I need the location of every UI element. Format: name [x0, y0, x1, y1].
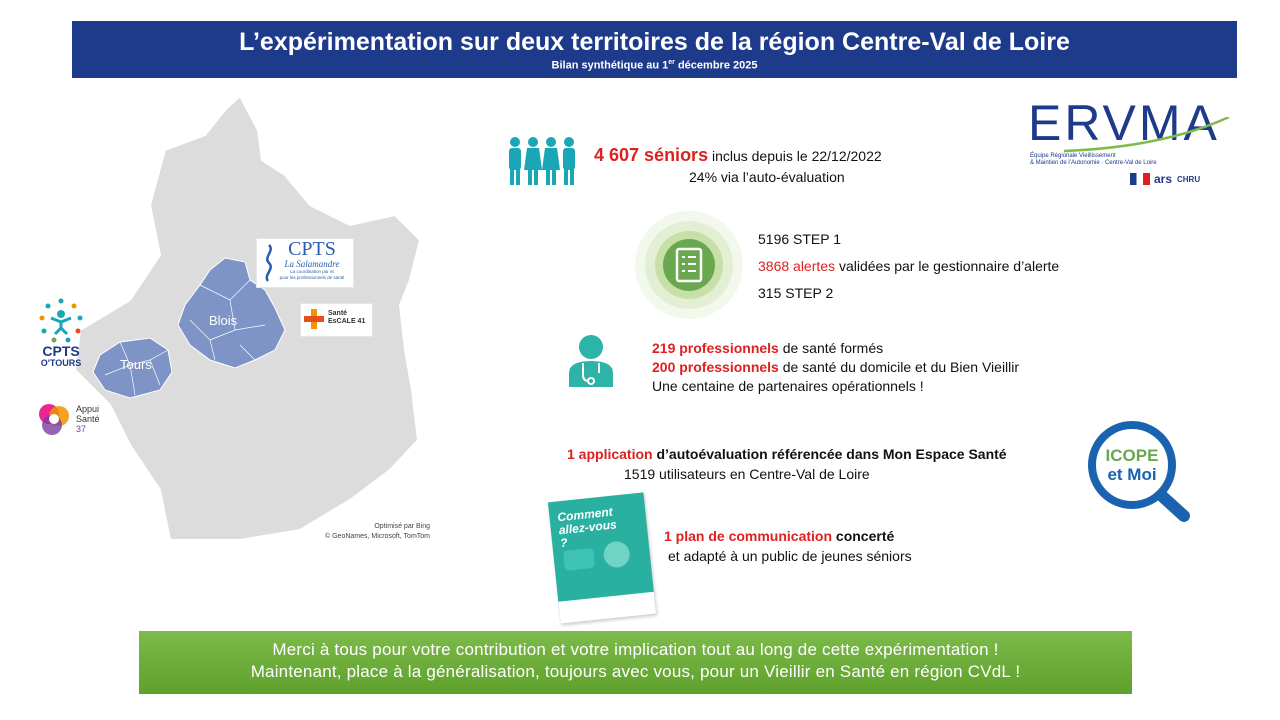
appui-swirl-icon: [39, 404, 69, 435]
professionals-text-1: de santé formés: [778, 340, 884, 356]
application-line1: 1 application d’autoévaluation référencé…: [567, 445, 1007, 463]
subtitle-suffix: décembre 2025: [674, 59, 758, 72]
person-circle-icon: [39, 298, 83, 343]
alerts-stat: 3868 alertes validées par le gestionnair…: [758, 257, 1059, 275]
icope-logo: ICOPE et Moi: [1086, 420, 1190, 522]
communication-line2: et adapté à un public de jeunes séniors: [668, 548, 912, 564]
icope-line2: et Moi: [1107, 465, 1157, 484]
ervma-line1: Équipe Régionale Vieillissement: [1030, 153, 1116, 159]
icope-text: ICOPE et Moi: [1086, 446, 1178, 484]
professionals-line3: Une centaine de partenaires opérationnel…: [652, 378, 924, 394]
seniors-stat-line1: 4 607 séniors inclus depuis le 22/12/202…: [594, 146, 882, 165]
subtitle-sup: er: [668, 59, 675, 66]
map-credit: Optimisé par Bing © GeoNames, Microsoft,…: [318, 522, 430, 542]
cpts-salamandre-logo: CPTS La Salamandre La coordination par e…: [256, 238, 354, 288]
territory-borders: [104, 279, 266, 396]
health-professional-icon: [569, 335, 613, 387]
professionals-text-2: de santé du domicile et du Bien Vieillir: [778, 359, 1020, 375]
ervma-swoosh-icon: [1064, 117, 1230, 153]
brochure-image: Comment allez-vous ?: [547, 492, 657, 624]
professionals-line2: 200 professionnels de santé du domicile …: [652, 358, 1019, 376]
appui-sante-line3: 37: [76, 424, 87, 434]
page-title: L’expérimentation sur deux territoires d…: [239, 28, 1070, 56]
sante-escale-logo: Santé EsCALE 41: [300, 303, 373, 337]
page-header: L’expérimentation sur deux territoires d…: [72, 21, 1237, 78]
republique-flag-icon: [1130, 173, 1150, 185]
ervma-logo: ERVMA Équipe Régionale Vieillissement & …: [1024, 95, 1234, 195]
seniors-text: inclus depuis le 22/12/2022: [708, 148, 882, 164]
cpts-salamandre-line2: pour les professionnels de santé: [279, 275, 345, 280]
page-subtitle: Bilan synthétique au 1er décembre 2025: [72, 56, 1237, 73]
communication-line1: 1 plan de communication concerté: [664, 527, 894, 545]
appui-sante-line2: Santé: [76, 414, 100, 424]
seniors-stat-line2: 24% via l’auto-évaluation: [689, 169, 845, 185]
communication-number: 1 plan de communication: [664, 528, 833, 544]
cpts-salamandre-line1: La coordination par et: [290, 269, 334, 274]
ervma-partner-ars: ars: [1154, 172, 1173, 186]
brochure-graphic-circle: [602, 540, 631, 569]
step2-stat: 315 STEP 2: [758, 285, 834, 301]
thanks-banner: Merci à tous pour votre contribution et …: [139, 631, 1132, 694]
cpts-otours-line2: O'TOURS: [40, 358, 82, 368]
cpts-salamandre-script: La Salamandre: [284, 259, 340, 269]
cross-icon: [304, 309, 324, 329]
professionals-line1: 219 professionnels de santé formés: [652, 339, 883, 357]
map-credit-line1: Optimisé par Bing: [374, 523, 430, 530]
professionals-number-1: 219 professionnels: [652, 340, 779, 356]
thanks-line1: Merci à tous pour votre contribution et …: [272, 640, 999, 659]
territory-tours: [92, 337, 173, 399]
application-line2: 1519 utilisateurs en Centre-Val de Loire: [624, 466, 870, 482]
appui-sante-line1: Appui: [76, 404, 100, 414]
cpts-salamandre-title: CPTS: [288, 238, 336, 260]
appui-sante-logo: Appui Santé 37: [35, 400, 115, 440]
magnifier-icon: [1088, 421, 1190, 522]
seniors-number: 4 607 séniors: [594, 145, 709, 165]
step1-stat: 5196 STEP 1: [758, 231, 842, 247]
application-text: d’autoévaluation référencée dans Mon Esp…: [652, 446, 1007, 462]
ervma-partner-chru: CHRU: [1177, 175, 1201, 184]
brochure-graphic: [563, 547, 595, 571]
map-credit-line2: © GeoNames, Microsoft, TomTom: [325, 533, 430, 540]
checklist-circle-icon: [635, 211, 743, 319]
thanks-line2: Maintenant, place à la généralisation, t…: [250, 662, 1021, 681]
brochure-footer: [558, 591, 657, 624]
icope-line1: ICOPE: [1105, 446, 1159, 465]
alerts-number: 3868 alertes: [758, 258, 836, 274]
professionals-number-2: 200 professionnels: [652, 359, 779, 375]
ervma-line2: & Maintien de l’Autonomie · Centre-Val d…: [1030, 160, 1157, 166]
sante-escale-line2: EsCALE 41: [328, 318, 366, 325]
application-number: 1 application: [567, 446, 653, 462]
alerts-text: validées par le gestionnaire d’alerte: [835, 258, 1060, 274]
city-label-blois: Blois: [209, 313, 238, 328]
cpts-otours-line1: CPTS: [42, 343, 80, 359]
people-group-icon: [509, 137, 575, 185]
city-label-tours: Tours: [120, 357, 152, 372]
communication-text: concerté: [832, 528, 895, 544]
ervma-name: ERVMA: [1028, 95, 1220, 151]
cpts-otours-logo: CPTS O'TOURS: [33, 298, 89, 378]
subtitle-prefix: Bilan synthétique au 1: [551, 59, 669, 72]
sante-escale-line1: Santé: [328, 310, 348, 317]
salamander-icon: [265, 244, 272, 282]
